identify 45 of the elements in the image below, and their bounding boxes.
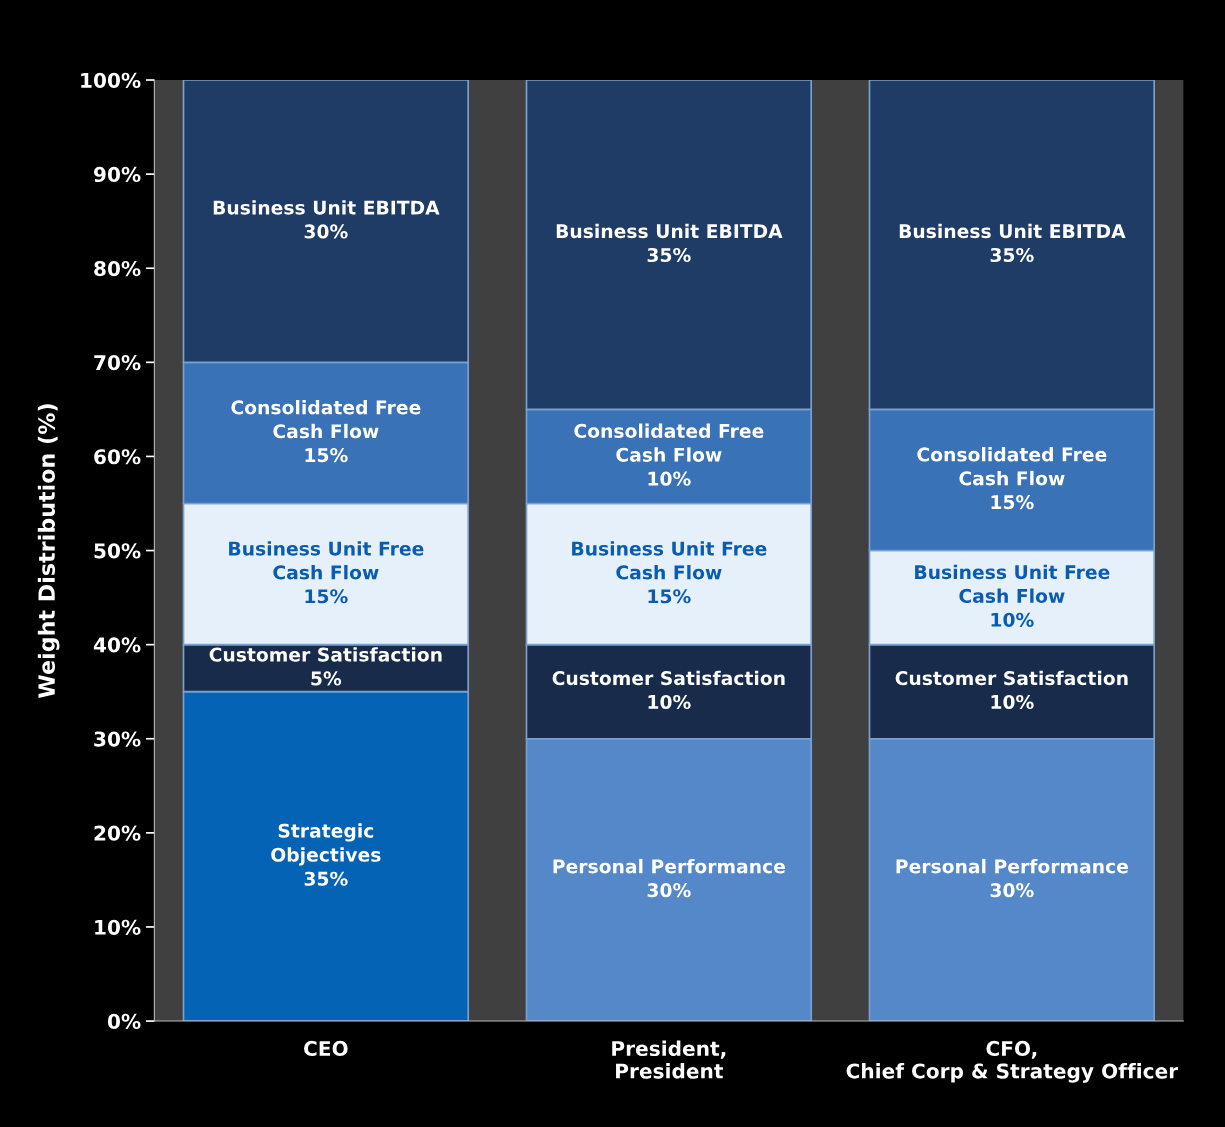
y-tick-label: 100% (81, 72, 141, 88)
text: Business Unit EBITDA (213, 200, 440, 215)
text: Consolidated Free Cash Flow (231, 399, 421, 439)
series-label: Business Unit EBITDA (556, 223, 783, 239)
text: Personal Performance (896, 858, 1128, 874)
data-label: 5% (311, 671, 342, 686)
y-tick-label: 10% (95, 919, 141, 935)
data-label: 10% (648, 471, 691, 486)
y-tick-label: 50% (94, 543, 141, 559)
series-label: Consolidated Free Cash Flow (574, 423, 764, 462)
y-tick-label: 80% (94, 260, 141, 277)
data-label: 15% (305, 589, 348, 604)
y-tick-label: 40% (93, 637, 141, 653)
series-label: Strategic Objectives (271, 823, 381, 866)
data-label: 10% (991, 694, 1034, 710)
x-tick-label: CEO (304, 1040, 348, 1057)
text: Business Unit Free Cash Flow (572, 541, 767, 580)
text: Customer Satisfaction (552, 670, 785, 686)
series-label: Personal Performance (553, 858, 785, 874)
data-label: 10% (991, 612, 1034, 627)
data-label: 30% (647, 883, 691, 898)
data-label: 35% (304, 871, 348, 886)
text: Business Unit Free Cash Flow (229, 541, 424, 580)
data-label: 35% (647, 247, 691, 263)
y-tick-label: 30% (94, 731, 141, 747)
text: Customer Satisfaction (895, 670, 1128, 686)
y-tick-label: 90% (93, 166, 141, 183)
text: Consolidated Free Cash Flow (917, 447, 1107, 486)
series-label: Business Unit Free Cash Flow (915, 564, 1110, 604)
data-label: 30% (304, 224, 348, 239)
x-tick-label: President, President (612, 1040, 726, 1079)
y-tick-label: 60% (94, 449, 141, 465)
data-label: 15% (991, 495, 1034, 510)
x-tick-label: CFO, Chief Corp & Strategy Officer (846, 1040, 1179, 1083)
y-tick-label: 20% (94, 825, 141, 841)
data-label: 30% (990, 883, 1034, 898)
data-label: 10% (648, 694, 691, 710)
y-axis-title: Weight Distribution (%) (37, 404, 60, 699)
data-label: 35% (990, 247, 1034, 263)
y-tick-label: 0% (107, 1013, 141, 1029)
text: Business Unit EBITDA (899, 223, 1126, 239)
data-label: 15% (648, 589, 691, 604)
data-label: 15% (305, 448, 348, 463)
y-tick-label: 70% (94, 355, 141, 371)
series-label: Customer Satisfaction (209, 647, 442, 662)
